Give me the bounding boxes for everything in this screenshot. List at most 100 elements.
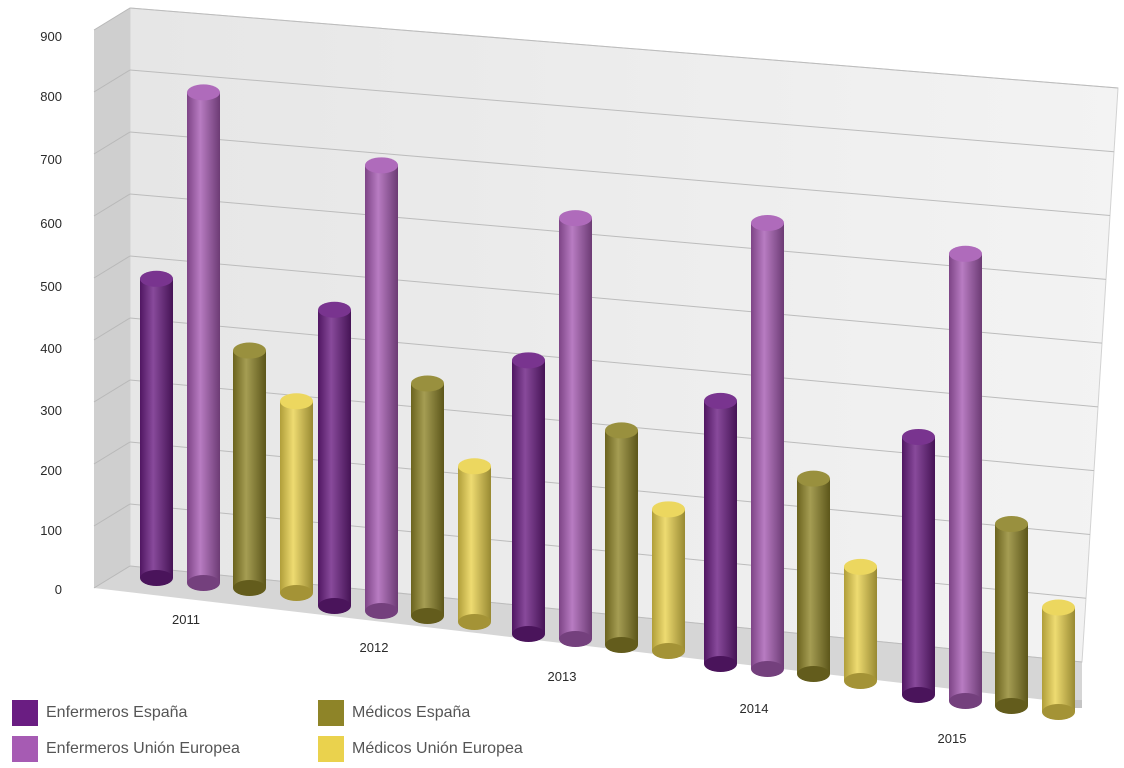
bar-body (187, 92, 220, 583)
bar-2011-4 (280, 393, 313, 601)
bar-base (140, 570, 173, 586)
bar-top (458, 458, 491, 475)
bar-body (797, 478, 830, 674)
gridline-side (93, 379, 131, 403)
gridline-side (93, 131, 131, 155)
bar-2014-4 (844, 558, 877, 689)
bar-2011-1 (140, 270, 173, 586)
bar-base (995, 698, 1028, 714)
bar-2015-3 (995, 515, 1028, 714)
bar-top (559, 210, 592, 227)
bar-2015-4 (1042, 599, 1075, 720)
bar-2011-2 (187, 84, 220, 591)
bar-base (187, 575, 220, 591)
bar-base (458, 614, 491, 630)
gridline (129, 69, 1115, 153)
bars (140, 84, 1075, 720)
bar-top (902, 428, 935, 445)
bar-2011-3 (233, 342, 266, 596)
gridline-side (93, 317, 131, 341)
gridline-side (93, 69, 131, 93)
bar-body (704, 400, 737, 664)
y-tick-label: 900 (40, 29, 62, 44)
bar-2014-2 (751, 214, 784, 677)
x-tick-label: 2013 (548, 669, 577, 684)
bar-2015-2 (949, 245, 982, 709)
x-tick-label: 2014 (740, 701, 769, 716)
x-tick-label: 2011 (172, 612, 200, 627)
gridline (129, 255, 1103, 344)
bar-top (512, 352, 545, 369)
bar-top (365, 157, 398, 174)
bar-base (233, 580, 266, 596)
bar-body (844, 566, 877, 681)
bar-body (140, 278, 173, 578)
bar-top (751, 214, 784, 231)
side-wall (94, 8, 130, 588)
bar-body (559, 218, 592, 639)
gridline (129, 317, 1099, 408)
bar-top (1042, 599, 1075, 616)
x-tick-label: 2015 (938, 731, 967, 746)
bar-top (704, 392, 737, 409)
bar-body (365, 165, 398, 611)
gridline-side (93, 7, 131, 31)
gridline (129, 193, 1107, 280)
bar-2012-4 (458, 458, 491, 630)
bar-body (605, 430, 638, 645)
y-tick-label: 800 (40, 89, 62, 104)
bar-base (704, 656, 737, 672)
bar-2012-1 (318, 301, 351, 614)
bar-top (411, 375, 444, 392)
bar-base (1042, 704, 1075, 720)
bar-2013-3 (605, 422, 638, 653)
bar-body (411, 383, 444, 616)
bar-base (411, 608, 444, 624)
bar-2013-2 (559, 210, 592, 647)
gridline-side (93, 193, 131, 217)
bar-top (318, 301, 351, 318)
gridline (129, 7, 1119, 89)
bar-body (458, 466, 491, 622)
bar-top (187, 84, 220, 101)
y-tick-label: 200 (40, 463, 62, 478)
y-axis-ticks: 900 800 700 600 500 400 300 200 100 0 (40, 29, 62, 597)
bar-2015-1 (902, 428, 935, 703)
gridline-side (93, 565, 131, 589)
bar-body (949, 253, 982, 701)
bar-top (652, 501, 685, 518)
bar-top (605, 422, 638, 439)
bar-base (844, 673, 877, 689)
bar-top (844, 558, 877, 575)
y-tick-label: 600 (40, 216, 62, 231)
gridline-side (93, 255, 131, 279)
bar-base (280, 585, 313, 601)
bar-2013-1 (512, 352, 545, 642)
bar-2014-3 (797, 470, 830, 682)
bar-top (233, 342, 266, 359)
bar-body (902, 436, 935, 695)
bar-base (512, 626, 545, 642)
bar-top (949, 245, 982, 262)
gridline-side (93, 441, 131, 465)
bar-top (140, 270, 173, 287)
bar-body (751, 222, 784, 669)
bar-2012-3 (411, 375, 444, 624)
bar-2012-2 (365, 157, 398, 619)
bar-2013-4 (652, 501, 685, 659)
bar-base (797, 666, 830, 682)
bar-body (233, 350, 266, 588)
bar-base (365, 603, 398, 619)
bar-top (995, 515, 1028, 532)
y-tick-label: 500 (40, 279, 62, 294)
gridline-side (93, 503, 131, 527)
bar-body (1042, 607, 1075, 712)
x-tick-label: 2012 (360, 640, 389, 655)
bar-body (995, 523, 1028, 706)
bar-top (797, 470, 830, 487)
bar-body (280, 401, 313, 593)
y-tick-label: 700 (40, 152, 62, 167)
bar-2014-1 (704, 392, 737, 672)
bar-base (949, 693, 982, 709)
